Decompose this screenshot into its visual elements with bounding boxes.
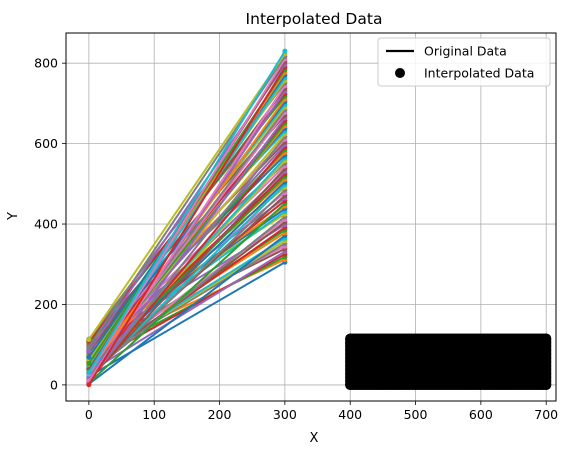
- series-start-point: [86, 354, 92, 360]
- interpolated-point: [345, 379, 356, 390]
- legend-box: [377, 37, 551, 87]
- interpolated-points: [345, 333, 552, 390]
- chart-title: Interpolated Data: [246, 10, 383, 28]
- series-line: [87, 135, 286, 382]
- interpolated-points-region: [345, 333, 552, 390]
- x-axis-label: X: [310, 431, 319, 446]
- legend: Original Data Interpolated Data: [377, 37, 551, 87]
- series-line: [87, 50, 286, 374]
- series-start-point: [86, 337, 92, 343]
- x-tick-label: 500: [404, 407, 428, 422]
- series-line: [87, 261, 286, 378]
- series-line: [87, 146, 286, 383]
- interpolated-point: [541, 379, 552, 390]
- x-tick-label: 400: [338, 407, 362, 422]
- x-axis-ticks: 0 100 200 300 400 500 600 700: [85, 401, 558, 422]
- series-start-point: [86, 382, 92, 388]
- series-line: [87, 173, 286, 368]
- series-start-point: [86, 369, 92, 375]
- legend-marker-swatch: [395, 68, 405, 78]
- series-start-point: [86, 348, 92, 354]
- legend-label: Original Data: [424, 44, 507, 59]
- y-axis-label: Y: [6, 212, 21, 221]
- plot-frame: [65, 32, 557, 402]
- y-tick-label: 0: [50, 377, 58, 392]
- y-tick-label: 800: [34, 56, 58, 71]
- x-tick-label: 600: [469, 407, 493, 422]
- y-tick-label: 600: [34, 136, 58, 151]
- x-tick-label: 0: [85, 407, 93, 422]
- series-line: [87, 167, 286, 381]
- series-line: [87, 52, 286, 341]
- series-line: [87, 111, 286, 373]
- x-tick-label: 300: [273, 407, 297, 422]
- series-line: [87, 58, 286, 376]
- series-line: [87, 66, 286, 386]
- x-tick-label: 200: [208, 407, 232, 422]
- series-line: [87, 116, 286, 383]
- y-axis-ticks: 0 200 400 600 800: [34, 56, 66, 392]
- series-lines: [86, 48, 288, 388]
- y-tick-label: 400: [34, 217, 58, 232]
- series-start-point: [86, 360, 92, 366]
- series-start-point: [86, 344, 92, 350]
- y-tick-label: 200: [34, 297, 58, 312]
- legend-label: Interpolated Data: [424, 66, 534, 81]
- series-line: [87, 202, 286, 384]
- series-end-point: [282, 48, 288, 54]
- x-tick-label: 100: [142, 407, 166, 422]
- series-line: [87, 234, 286, 385]
- series-line: [87, 189, 286, 379]
- plot-area: [65, 32, 557, 402]
- x-tick-label: 700: [534, 407, 558, 422]
